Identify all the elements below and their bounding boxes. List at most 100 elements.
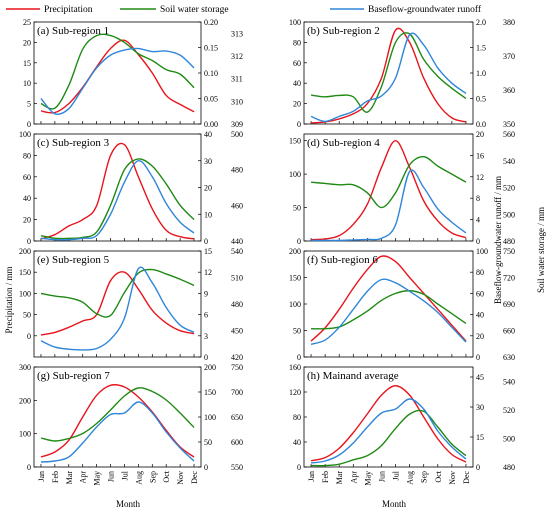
left-tick-label: 60 [23, 173, 31, 182]
panel-title: (a) Sub-region 1 [37, 25, 109, 37]
x-tick-label: Mar [65, 471, 74, 485]
right-outer-tick-label: 750 [503, 247, 515, 256]
panel-title: (h) Mainand average [307, 370, 399, 382]
left-tick-label: 40 [293, 79, 301, 88]
panel-3: 0 20 40 60 80 100 0 10 20 30 40 440 460 480 500 (c) Sub… [19, 130, 243, 246]
left-tick-label: 0 [297, 353, 301, 362]
right-inner-tick-label: 0 [476, 353, 480, 362]
x-tick-label: Sep [148, 471, 157, 483]
right-inner-tick-label: 0.10 [204, 69, 218, 78]
x-tick-label: Dec [462, 471, 471, 484]
panel-4: 0 50 100 150 0 4 8 12 16 20 480 500 520 540 560 (d) Sub… [289, 130, 515, 246]
left-tick-label: 100 [19, 430, 31, 439]
left-tick-label: 150 [289, 274, 301, 283]
x-axis-left-label: Month [116, 499, 141, 509]
legend: Precipitation Soil water storage Baseflo… [6, 4, 482, 15]
right-inner-tick-label: 0 [204, 463, 208, 472]
left-tick-label: 200 [19, 396, 31, 405]
precipitation-line [310, 255, 467, 342]
soil-water-line [310, 32, 467, 113]
left-tick-label: 100 [289, 18, 301, 27]
right-outer-tick-label: 370 [503, 52, 515, 61]
x-tick-label: Aug [134, 471, 143, 485]
left-tick-label: 50 [23, 311, 31, 320]
right-inner-tick-label: 20 [476, 130, 484, 139]
left-tick-label: 300 [19, 363, 31, 372]
right-outer-tick-label: 500 [503, 210, 515, 219]
panel-title: (d) Sub-region 4 [307, 137, 380, 149]
panel-frame [33, 366, 202, 468]
right-inner-tick-label: 1.0 [476, 69, 486, 78]
panel-title: (g) Sub-region 7 [37, 370, 110, 382]
precipitation-line [40, 142, 195, 240]
right-inner-tick-label: 15 [204, 247, 212, 256]
left-tick-label: 200 [289, 247, 301, 256]
baseflow-line [40, 401, 195, 463]
baseflow-line [40, 160, 195, 241]
right-outer-tick-label: 440 [231, 237, 243, 246]
right-outer-tick-label: 420 [231, 353, 243, 362]
right-inner-tick-label: 30 [476, 403, 484, 412]
x-tick-label: Nov [176, 471, 185, 485]
right-inner-tick-label: 0 [476, 463, 480, 472]
panel-6: 0 50 100 150 200 0 20 40 60 80 100 630 660 690 720 750 (… [289, 247, 515, 362]
right-outer-tick-label: 520 [503, 184, 515, 193]
soil-water-line [40, 33, 195, 110]
panel-5: 0 50 100 150 200 0 3 6 9 12 15 420 450 480 510 540 (e) S… [19, 247, 243, 362]
baseflow-line [310, 278, 467, 345]
baseflow-line [40, 266, 195, 351]
x-tick-label: Dec [190, 471, 199, 484]
right-outer-tick-label: 312 [231, 52, 243, 61]
right-inner-tick-label: 0.20 [204, 18, 218, 27]
x-tick-label: Jan [37, 471, 46, 482]
precipitation-line [311, 139, 467, 241]
right-outer-tick-label: 650 [231, 413, 243, 422]
left-tick-label: 0 [27, 120, 31, 129]
left-tick-label: 80 [293, 38, 301, 47]
panel-title: (f) Sub-region 6 [307, 254, 378, 266]
soil-water-line [40, 158, 195, 240]
right-inner-tick-label: 16 [476, 151, 484, 160]
left-tick-label: 150 [19, 268, 31, 277]
right-inner-tick-label: 0.00 [204, 120, 218, 129]
panel-title: (b) Sub-region 2 [307, 25, 380, 37]
right-outer-tick-label: 700 [231, 388, 243, 397]
left-tick-label: 100 [289, 170, 301, 179]
left-tick-label: 50 [293, 204, 301, 213]
left-tick-label: 10 [23, 79, 31, 88]
right-outer-tick-label: 380 [503, 18, 515, 27]
right-outer-tick-label: 350 [503, 120, 515, 129]
right-outer-tick-label: 480 [503, 463, 515, 472]
left-tick-label: 80 [23, 151, 31, 160]
right-inner-tick-label: 1.5 [476, 44, 486, 53]
left-tick-label: 40 [293, 438, 301, 447]
right-outer-tick-label: 560 [503, 130, 515, 139]
right-inner-tick-label: 0 [204, 237, 208, 246]
precipitation-line [310, 27, 467, 124]
x-tick-label: Feb [51, 471, 60, 483]
panel-8: 0 40 80 120 160 0 15 30 45 480 500 520 540 Jan Feb Mar A… [289, 363, 515, 486]
panel-frame [303, 250, 474, 358]
y-axis-right-outer-label: Soil water storage / mm [536, 207, 546, 293]
right-inner-tick-label: 45 [476, 373, 484, 382]
x-tick-label: Nov [448, 471, 457, 485]
right-outer-tick-label: 450 [231, 327, 243, 336]
legend-precip-label: Precipitation [44, 5, 93, 15]
x-tick-label: Sep [420, 471, 429, 483]
right-outer-tick-label: 480 [231, 166, 243, 175]
precipitation-line [40, 271, 195, 336]
right-inner-tick-label: 0 [476, 237, 480, 246]
x-tick-label: Jun [377, 471, 386, 482]
panel-frame [303, 366, 474, 468]
right-outer-tick-label: 540 [231, 247, 243, 256]
right-inner-tick-label: 0.0 [476, 120, 486, 129]
x-tick-label: Apr [79, 471, 88, 484]
right-inner-tick-label: 12 [476, 173, 484, 182]
right-inner-tick-label: 12 [204, 268, 212, 277]
panel-2: 0 20 40 60 80 100 0.0 0.5 1.0 1.5 2.0 350 360 370 380 (… [289, 18, 515, 129]
left-tick-label: 50 [293, 327, 301, 336]
panel-title: (c) Sub-region 3 [37, 137, 110, 149]
left-tick-label: 20 [23, 216, 31, 225]
soil-water-line [311, 290, 467, 330]
